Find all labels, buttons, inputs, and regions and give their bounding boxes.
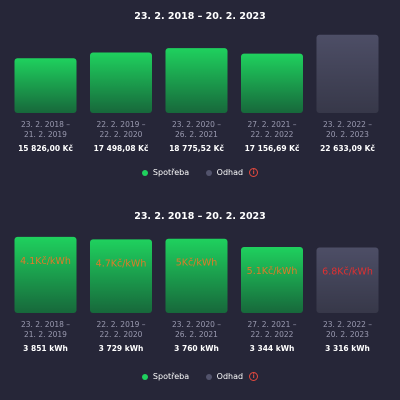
value-label: 3 760 kWh <box>174 344 219 353</box>
estimate-dot-icon <box>205 373 212 380</box>
value-label: 22 633,09 Kč <box>320 144 375 153</box>
bar-consumption[interactable] <box>90 52 152 113</box>
category-label: 21. 2. 2019 <box>24 330 67 339</box>
estimate-dot-icon <box>205 169 212 176</box>
category-label: 22. 2. 2019 – <box>96 320 145 329</box>
legend-consumption[interactable]: Spotřeba <box>141 168 190 177</box>
legend: Spotřeba Odhad i <box>0 168 400 178</box>
category-label: 23. 2. 2022 – <box>323 320 372 329</box>
consumption-dot-icon <box>141 373 148 380</box>
legend-consumption[interactable]: Spotřeba <box>141 372 190 381</box>
category-label: 23. 2. 2020 – <box>172 120 221 129</box>
category-label: 20. 2. 2023 <box>326 330 369 339</box>
category-label: 23. 2. 2018 – <box>21 120 70 129</box>
cost-chart-panel: 23. 2. 2018 – 20. 2. 2023 23. 2. 2018 –2… <box>0 11 400 178</box>
category-label: 22. 2. 2020 <box>100 130 143 139</box>
rate-label: 4.1Kč/kWh <box>20 256 71 267</box>
category-label: 22. 2. 2019 – <box>96 120 145 129</box>
rate-label: 6.8Kč/kWh <box>322 266 373 277</box>
category-label: 26. 2. 2021 <box>175 130 218 139</box>
bar-consumption[interactable] <box>241 53 303 113</box>
category-label: 22. 2. 2022 <box>251 330 294 339</box>
legend-estimate-label: Odhad <box>216 168 244 177</box>
category-label: 23. 2. 2022 – <box>323 120 372 129</box>
bar-consumption[interactable] <box>90 239 152 313</box>
legend-consumption-label: Spotřeba <box>152 372 190 381</box>
cost-chart: 23. 2. 2018 –21. 2. 2019 15 826,00 Kč 22. … <box>14 34 379 153</box>
legend-estimate[interactable]: Odhad i <box>205 372 259 381</box>
bar-consumption[interactable] <box>14 236 77 313</box>
chart-title: 23. 2. 2018 – 20. 2. 2023 <box>134 211 266 222</box>
category-label: 22. 2. 2022 <box>251 130 294 139</box>
bar-consumption[interactable] <box>165 238 228 313</box>
rate-label: 4.7Kč/kWh <box>96 258 147 269</box>
value-label: 3 344 kWh <box>250 344 295 353</box>
value-label: 3 316 kWh <box>325 344 370 353</box>
bar-consumption[interactable] <box>241 246 303 313</box>
value-label: 3 729 kWh <box>99 344 144 353</box>
consumption-dot-icon <box>141 169 148 176</box>
bar-estimate[interactable] <box>316 247 379 313</box>
rate-label: 5Kč/kWh <box>176 258 218 269</box>
rate-label: 5.1Kč/kWh <box>247 266 298 277</box>
category-label: 27. 2. 2021 – <box>247 120 296 129</box>
category-label: 27. 2. 2021 – <box>247 320 296 329</box>
category-label: 22. 2. 2020 <box>100 330 143 339</box>
legend-estimate[interactable]: Odhad i <box>205 168 259 177</box>
value-label: 17 498,08 Kč <box>94 144 149 153</box>
energy-chart-panel: 23. 2. 2018 – 20. 2. 2023 23. 2. 2018 –2… <box>0 200 400 400</box>
info-icon[interactable]: i <box>249 168 259 177</box>
value-label: 17 156,69 Kč <box>245 144 300 153</box>
bar-estimate[interactable] <box>316 34 379 113</box>
value-label: 15 826,00 Kč <box>18 144 73 153</box>
bar-consumption[interactable] <box>14 58 77 113</box>
value-label: 3 851 kWh <box>23 344 68 353</box>
legend-estimate-label: Odhad <box>216 372 244 381</box>
info-icon[interactable]: i <box>249 372 259 381</box>
value-label: 18 775,52 Kč <box>169 144 224 153</box>
category-label: 20. 2. 2023 <box>326 130 369 139</box>
category-label: 21. 2. 2019 <box>24 130 67 139</box>
bar-consumption[interactable] <box>165 48 228 113</box>
legend-consumption-label: Spotřeba <box>152 168 190 177</box>
legend: Spotřeba Odhad i <box>0 372 400 382</box>
category-label: 23. 2. 2020 – <box>172 320 221 329</box>
category-label: 26. 2. 2021 <box>175 330 218 339</box>
energy-chart: 23. 2. 2018 –21. 2. 2019 3 851 kWh 4.1Kč/k… <box>14 236 379 353</box>
chart-title: 23. 2. 2018 – 20. 2. 2023 <box>134 11 266 22</box>
category-label: 23. 2. 2018 – <box>21 320 70 329</box>
